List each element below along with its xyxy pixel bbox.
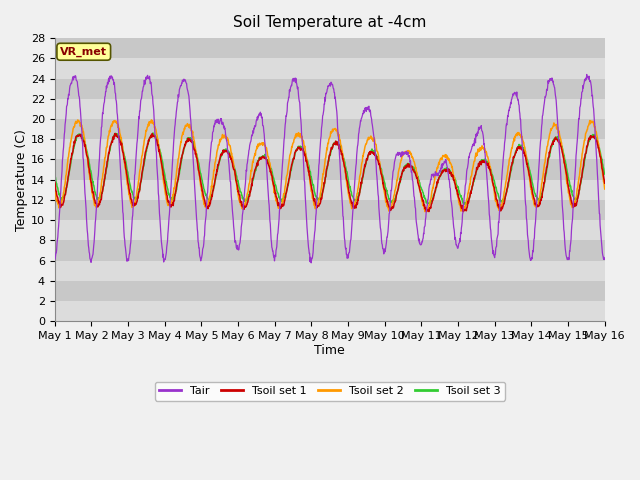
Bar — [55, 38, 605, 59]
Bar — [55, 220, 605, 240]
Bar — [55, 281, 605, 301]
Tsoil set 3 — [461, 202, 469, 207]
Tsoil set 3 — [235, 184, 243, 190]
Tair — [415, 240, 423, 246]
Bar — [55, 159, 605, 180]
Tair — [601, 256, 609, 262]
Tsoil set 1 — [51, 179, 59, 185]
Tair — [307, 260, 315, 266]
Tair — [536, 149, 543, 155]
Bar — [55, 200, 605, 220]
Tsoil set 1 — [173, 179, 181, 185]
Tsoil set 1 — [415, 184, 423, 190]
Line: Tsoil set 3: Tsoil set 3 — [55, 133, 605, 204]
Tsoil set 3 — [51, 172, 59, 178]
Tsoil set 2 — [51, 188, 59, 194]
Tsoil set 3 — [149, 130, 157, 136]
Tair — [235, 247, 243, 253]
Bar — [55, 180, 605, 200]
Tsoil set 2 — [148, 117, 156, 123]
Tsoil set 3 — [536, 196, 544, 202]
Line: Tsoil set 2: Tsoil set 2 — [55, 120, 605, 212]
Tsoil set 1 — [425, 209, 433, 215]
Tsoil set 1 — [160, 177, 168, 182]
Y-axis label: Temperature (C): Temperature (C) — [15, 129, 28, 230]
Tsoil set 1 — [111, 131, 118, 136]
Bar — [55, 79, 605, 99]
Bar — [55, 301, 605, 321]
Text: VR_met: VR_met — [60, 47, 108, 57]
Tsoil set 2 — [160, 181, 168, 187]
Bar — [55, 261, 605, 281]
Tair — [160, 259, 168, 265]
Bar — [55, 99, 605, 119]
X-axis label: Time: Time — [314, 344, 345, 357]
Tsoil set 2 — [423, 209, 431, 215]
Tsoil set 2 — [488, 172, 495, 178]
Tsoil set 2 — [173, 162, 181, 168]
Tsoil set 3 — [160, 168, 168, 174]
Bar — [55, 240, 605, 261]
Line: Tsoil set 1: Tsoil set 1 — [55, 133, 605, 212]
Tsoil set 1 — [235, 192, 243, 197]
Tsoil set 2 — [536, 192, 544, 198]
Tsoil set 3 — [173, 180, 181, 186]
Tsoil set 2 — [601, 186, 609, 192]
Line: Tair: Tair — [55, 74, 605, 263]
Tsoil set 1 — [488, 172, 495, 178]
Bar — [55, 59, 605, 79]
Title: Soil Temperature at -4cm: Soil Temperature at -4cm — [233, 15, 426, 30]
Tair — [51, 256, 59, 262]
Bar — [55, 139, 605, 159]
Tsoil set 3 — [601, 171, 609, 177]
Tsoil set 2 — [415, 185, 423, 191]
Tsoil set 1 — [536, 201, 544, 207]
Tsoil set 2 — [235, 197, 243, 203]
Legend: Tair, Tsoil set 1, Tsoil set 2, Tsoil set 3: Tair, Tsoil set 1, Tsoil set 2, Tsoil se… — [155, 382, 505, 401]
Tsoil set 3 — [415, 180, 423, 185]
Tsoil set 3 — [488, 170, 495, 176]
Tair — [487, 234, 495, 240]
Bar — [55, 119, 605, 139]
Tsoil set 1 — [601, 180, 609, 186]
Tair — [583, 72, 591, 77]
Tair — [173, 103, 181, 108]
